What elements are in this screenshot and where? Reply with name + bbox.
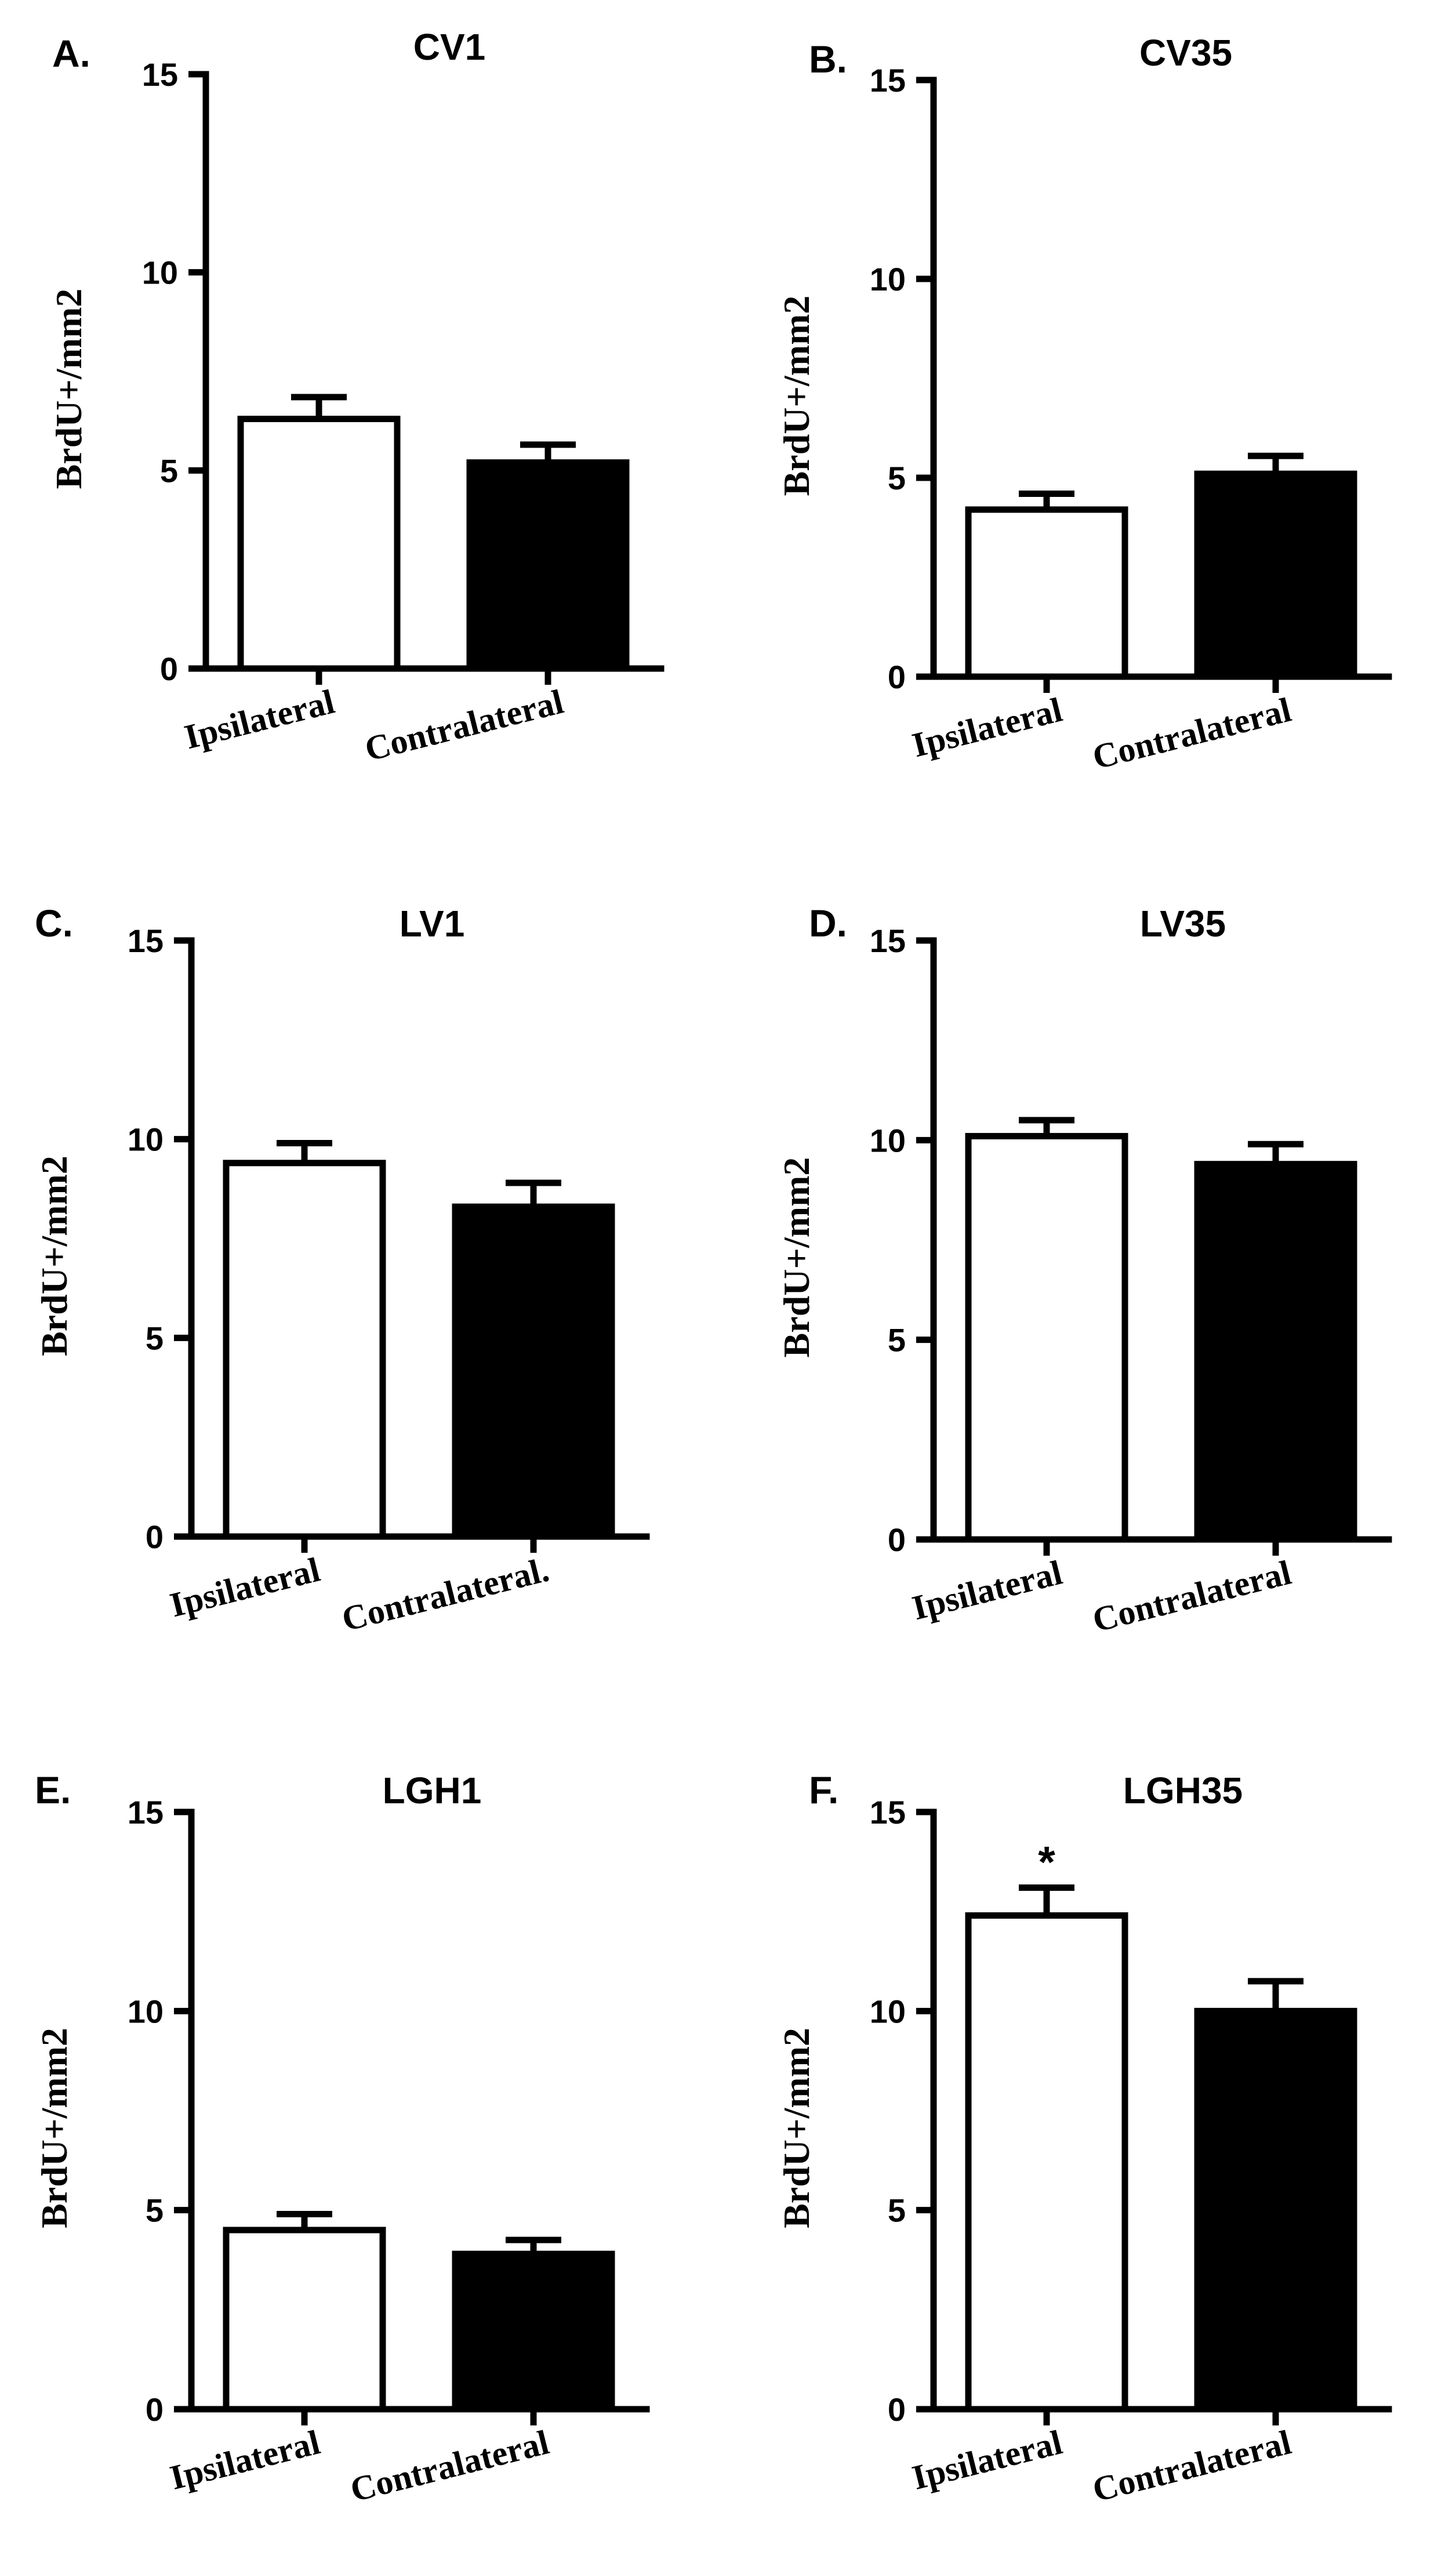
bar-contralateral (1194, 470, 1357, 680)
y-tick-label: 15 (128, 923, 164, 959)
y-tick-label: 5 (146, 1320, 164, 1356)
y-axis-label: BrdU+/mm2 (48, 289, 89, 489)
y-tick-label: 15 (128, 1794, 164, 1831)
panel-f: 0 5 10 15 Ipsilateral Contralateral * BrdU+/mm2… (776, 1768, 1392, 2510)
bar-ipsilateral (965, 1132, 1128, 1543)
bar-ipsilateral (965, 506, 1128, 680)
panel-title: LGH35 (1123, 1770, 1243, 1811)
category-label: Contralateral. (338, 1550, 553, 1639)
bar-ipsilateral (965, 1912, 1128, 2413)
category-label: Contralateral (1089, 2423, 1295, 2510)
panel-letter: A. (52, 32, 90, 75)
category-label: Ipsilateral (166, 2423, 324, 2497)
bar-contralateral (452, 1203, 615, 1540)
panel-d: 0 5 10 15 Ipsilateral Contralateral BrdU+/mm2 D… (776, 902, 1392, 1640)
y-axis-label: BrdU+/mm2 (34, 2028, 75, 2228)
y-tick-label: 0 (888, 2391, 906, 2428)
y-tick-label: 5 (888, 1322, 906, 1359)
y-tick-label: 0 (160, 651, 178, 687)
category-label: Contralateral (1089, 1553, 1295, 1640)
category-label: Ipsilateral (166, 1550, 324, 1625)
panel-title: LV35 (1140, 903, 1226, 945)
y-tick-label: 15 (142, 56, 178, 93)
y-tick-label: 5 (888, 460, 906, 496)
y-axis-label: BrdU+/mm2 (776, 2028, 817, 2228)
y-tick-label: 5 (160, 452, 178, 489)
y-axis-label: BrdU+/mm2 (34, 1156, 75, 1356)
y-tick-label: 0 (888, 1521, 906, 1558)
category-label: Ipsilateral (181, 682, 338, 757)
panel-a: 0 5 10 15 Ipsilateral Contralateral BrdU+/mm2 A… (48, 26, 665, 769)
y-tick-label: 5 (146, 2192, 164, 2229)
category-label: Contralateral (347, 2423, 553, 2510)
y-tick-label: 10 (142, 255, 178, 291)
y-tick-label: 10 (870, 1122, 906, 1159)
y-axis-label: BrdU+/mm2 (776, 1157, 817, 1358)
y-tick-label: 10 (870, 261, 906, 297)
panel-title: LV1 (400, 903, 465, 945)
panel-title: CV1 (413, 26, 486, 68)
panel-title: LGH1 (383, 1770, 482, 1811)
bar-contralateral (452, 2250, 615, 2413)
category-label: Ipsilateral (909, 691, 1066, 765)
y-tick-label: 0 (146, 2391, 164, 2428)
panel-letter: E. (35, 1768, 71, 1811)
y-tick-label: 10 (128, 1121, 164, 1158)
y-tick-label: 15 (870, 1794, 906, 1831)
panel-letter: C. (35, 902, 73, 945)
y-tick-label: 10 (870, 1993, 906, 2029)
bar-ipsilateral (223, 2227, 386, 2413)
bar-ipsilateral (223, 1160, 386, 1540)
panel-b: 0 5 10 15 Ipsilateral Contralateral BrdU+/mm2 B… (776, 32, 1392, 777)
panel-c: 0 5 10 15 Ipsilateral Contralateral. BrdU+/mm2… (34, 902, 650, 1639)
y-tick-label: 0 (146, 1519, 164, 1555)
category-label: Contralateral (1089, 691, 1295, 777)
category-label: Ipsilateral (909, 1553, 1066, 1628)
bar-contralateral (1194, 1161, 1357, 1543)
significance-marker: * (1038, 1837, 1055, 1887)
y-axis-label: BrdU+/mm2 (776, 296, 817, 496)
y-tick-label: 0 (888, 659, 906, 695)
y-tick-label: 15 (870, 62, 906, 99)
bar-contralateral (466, 459, 630, 672)
panel-letter: D. (809, 902, 847, 945)
y-tick-label: 10 (128, 1993, 164, 2029)
category-label: Contralateral (361, 682, 567, 769)
y-tick-label: 5 (888, 2192, 906, 2229)
panel-letter: F. (809, 1768, 838, 1811)
y-tick-label: 15 (870, 923, 906, 959)
bar-contralateral (1194, 2007, 1357, 2413)
panel-letter: B. (809, 38, 847, 81)
panel-title: CV35 (1139, 32, 1232, 74)
panel-e: 0 5 10 15 Ipsilateral Contralateral BrdU+/mm2 E… (34, 1768, 650, 2510)
bar-ipsilateral (237, 416, 401, 672)
category-label: Ipsilateral (909, 2423, 1066, 2497)
